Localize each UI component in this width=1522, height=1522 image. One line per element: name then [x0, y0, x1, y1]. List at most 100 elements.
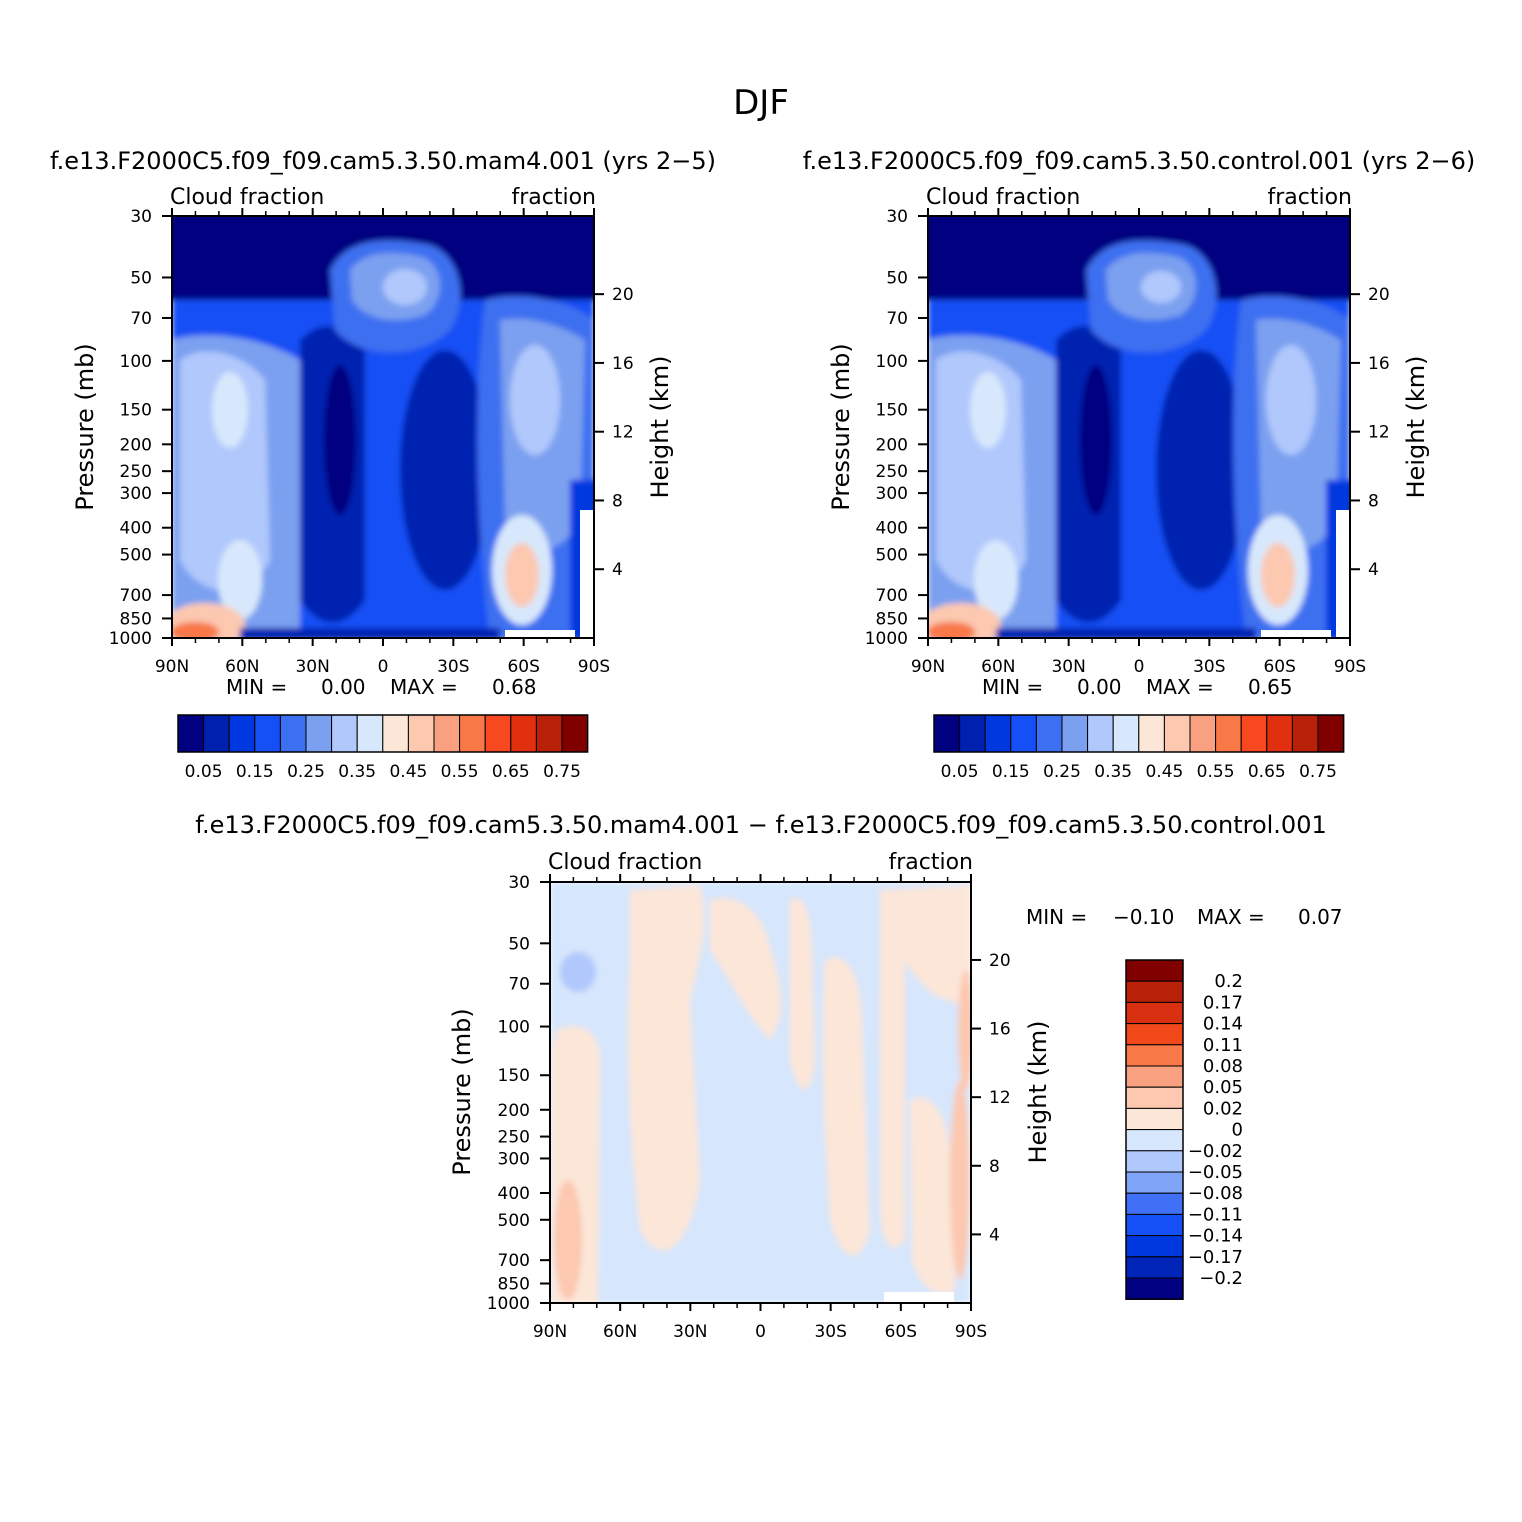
colorbar-box [1125, 959, 1184, 982]
field-missing [1261, 630, 1331, 638]
x-tick-label: 30S [1193, 657, 1225, 677]
colorbar-label: −0.17 [1188, 1247, 1243, 1268]
field-sh-low-core [1261, 543, 1295, 607]
colorbar-label: −0.11 [1188, 1204, 1243, 1225]
right-string-mam4: fraction [511, 185, 596, 210]
colorbar-layer: 0.05 0.15 0.25 0.35 0.45 0.55 0.65 0.75 0.05 0.15… [177, 714, 1345, 1300]
x-tick-label: 60S [1263, 657, 1295, 677]
colorbar-box [959, 714, 986, 753]
height-tick-label: 4 [989, 1225, 1000, 1245]
colorbar-box [331, 714, 358, 753]
height-tick-label: 20 [612, 285, 634, 305]
colorbar-label: −0.05 [1188, 1162, 1243, 1183]
x-tick-label: 60S [507, 657, 539, 677]
field-tropics-anvil-core [1141, 271, 1181, 303]
colorbar-0: 0.05 0.15 0.25 0.35 0.45 0.55 0.65 0.75 [177, 714, 589, 782]
max-label-mam4: MAX = [390, 675, 458, 699]
y-tick-label: 70 [130, 309, 152, 329]
field-missing-edge [1336, 510, 1350, 638]
y-tick-label: 850 [120, 609, 152, 629]
diff-positive-15s [790, 898, 815, 1090]
contour-field-diff [550, 882, 971, 1303]
field-missing-diff [884, 1292, 954, 1303]
axes-0: 90N 60N 30N 0 30S 60S 90S 30 50 70 100 150 200 250300… [109, 207, 634, 677]
ylabel-pressure-diff: Pressure (mb) [448, 1008, 476, 1175]
y-tick-label: 400 [498, 1184, 530, 1204]
colorbar-label: 0.15 [992, 762, 1030, 782]
colorbar-box [1125, 1171, 1184, 1194]
diff-neg-nh-upper [560, 952, 596, 992]
colorbar-label: −0.08 [1188, 1183, 1243, 1204]
colorbar-box [459, 714, 486, 753]
colorbar-box [1125, 1277, 1184, 1300]
axes-1: 90N 60N 30N 0 30S 60S 90S 30 50 70 100 150 200 250300… [865, 207, 1390, 677]
colorbar-box [279, 714, 307, 753]
colorbar-box [1125, 1235, 1184, 1258]
y-tick-label: 50 [508, 934, 530, 954]
max-value-diff: 0.07 [1298, 905, 1343, 929]
y-tick-label: 250 [120, 462, 152, 482]
y-tick-label: 700 [498, 1251, 530, 1271]
colorbar-box [1125, 980, 1184, 1003]
colorbar-box [984, 714, 1012, 753]
colorbar-label: 0.25 [287, 762, 325, 782]
colorbar-box [535, 714, 563, 753]
colorbar-frame [1125, 959, 1184, 1300]
colorbar-box [1266, 714, 1293, 753]
figure-title: DJF [733, 83, 789, 123]
y-tick-label: 400 [120, 519, 152, 539]
ylabel-height-control: Height (km) [1402, 356, 1430, 499]
colorbar-label: 0.75 [543, 762, 581, 782]
y-tick-label: 150 [120, 401, 152, 421]
colorbar-label: 0.25 [1043, 762, 1081, 782]
colorbar-box [1240, 714, 1268, 753]
field-sh-midlat-core [510, 345, 560, 455]
colorbar-label: 0.02 [1203, 1098, 1243, 1119]
x-tick-label: 30N [1051, 657, 1085, 677]
field-nh-surface-core [172, 622, 219, 638]
colorbar-box [177, 714, 205, 753]
y-tick-label: 850 [498, 1274, 530, 1294]
diff-positive-eq [710, 898, 782, 1040]
y-tick-label: 200 [876, 435, 908, 455]
diff-positive-sh [880, 885, 971, 1248]
left-string-control: Cloud fraction [926, 185, 1080, 210]
colorbar-label: −0.02 [1188, 1141, 1243, 1162]
y-tick-label: 700 [876, 586, 908, 606]
height-tick-label: 8 [989, 1157, 1000, 1177]
x-tick-label: 0 [755, 1322, 766, 1342]
y-tick-label: 150 [498, 1066, 530, 1086]
height-tick-label: 12 [1368, 423, 1390, 443]
colorbar-box [1125, 1129, 1184, 1152]
colorbar-box [1125, 1001, 1184, 1025]
left-string-mam4: Cloud fraction [170, 185, 324, 210]
left-string-diff: Cloud fraction [548, 850, 702, 875]
colorbar-label: 0.55 [441, 762, 479, 782]
field-nh-core [212, 372, 248, 448]
min-value-diff: −0.10 [1113, 905, 1174, 929]
y-tick-label: 30 [508, 873, 530, 893]
colorbar-label: 0.11 [1203, 1035, 1243, 1056]
colorbar-box [1291, 714, 1319, 753]
colorbar-frame [177, 714, 589, 753]
field-nh-low [218, 540, 262, 620]
min-value-control: 0.00 [1077, 675, 1122, 699]
diff-positive-30s [822, 957, 870, 1256]
colorbar-label: 0.05 [185, 762, 223, 782]
x-tick-label: 90N [155, 657, 189, 677]
colorbar-label: 0.65 [1248, 762, 1286, 782]
y-tick-label: 200 [120, 435, 152, 455]
colorbar-box [203, 714, 230, 753]
y-tick-label: 100 [876, 352, 908, 372]
colorbar-box [433, 714, 461, 753]
y-tick-label: 70 [886, 309, 908, 329]
x-tick-label: 0 [378, 657, 389, 677]
height-tick-label: 16 [989, 1020, 1011, 1040]
colorbar-box [1125, 1065, 1184, 1088]
colorbar-box [228, 714, 256, 753]
colorbar-box [1125, 1213, 1184, 1237]
field-surface-band [240, 628, 500, 638]
max-value-control: 0.65 [1248, 675, 1293, 699]
height-tick-label: 20 [1368, 285, 1390, 305]
ylabel-pressure-control: Pressure (mb) [827, 343, 855, 510]
